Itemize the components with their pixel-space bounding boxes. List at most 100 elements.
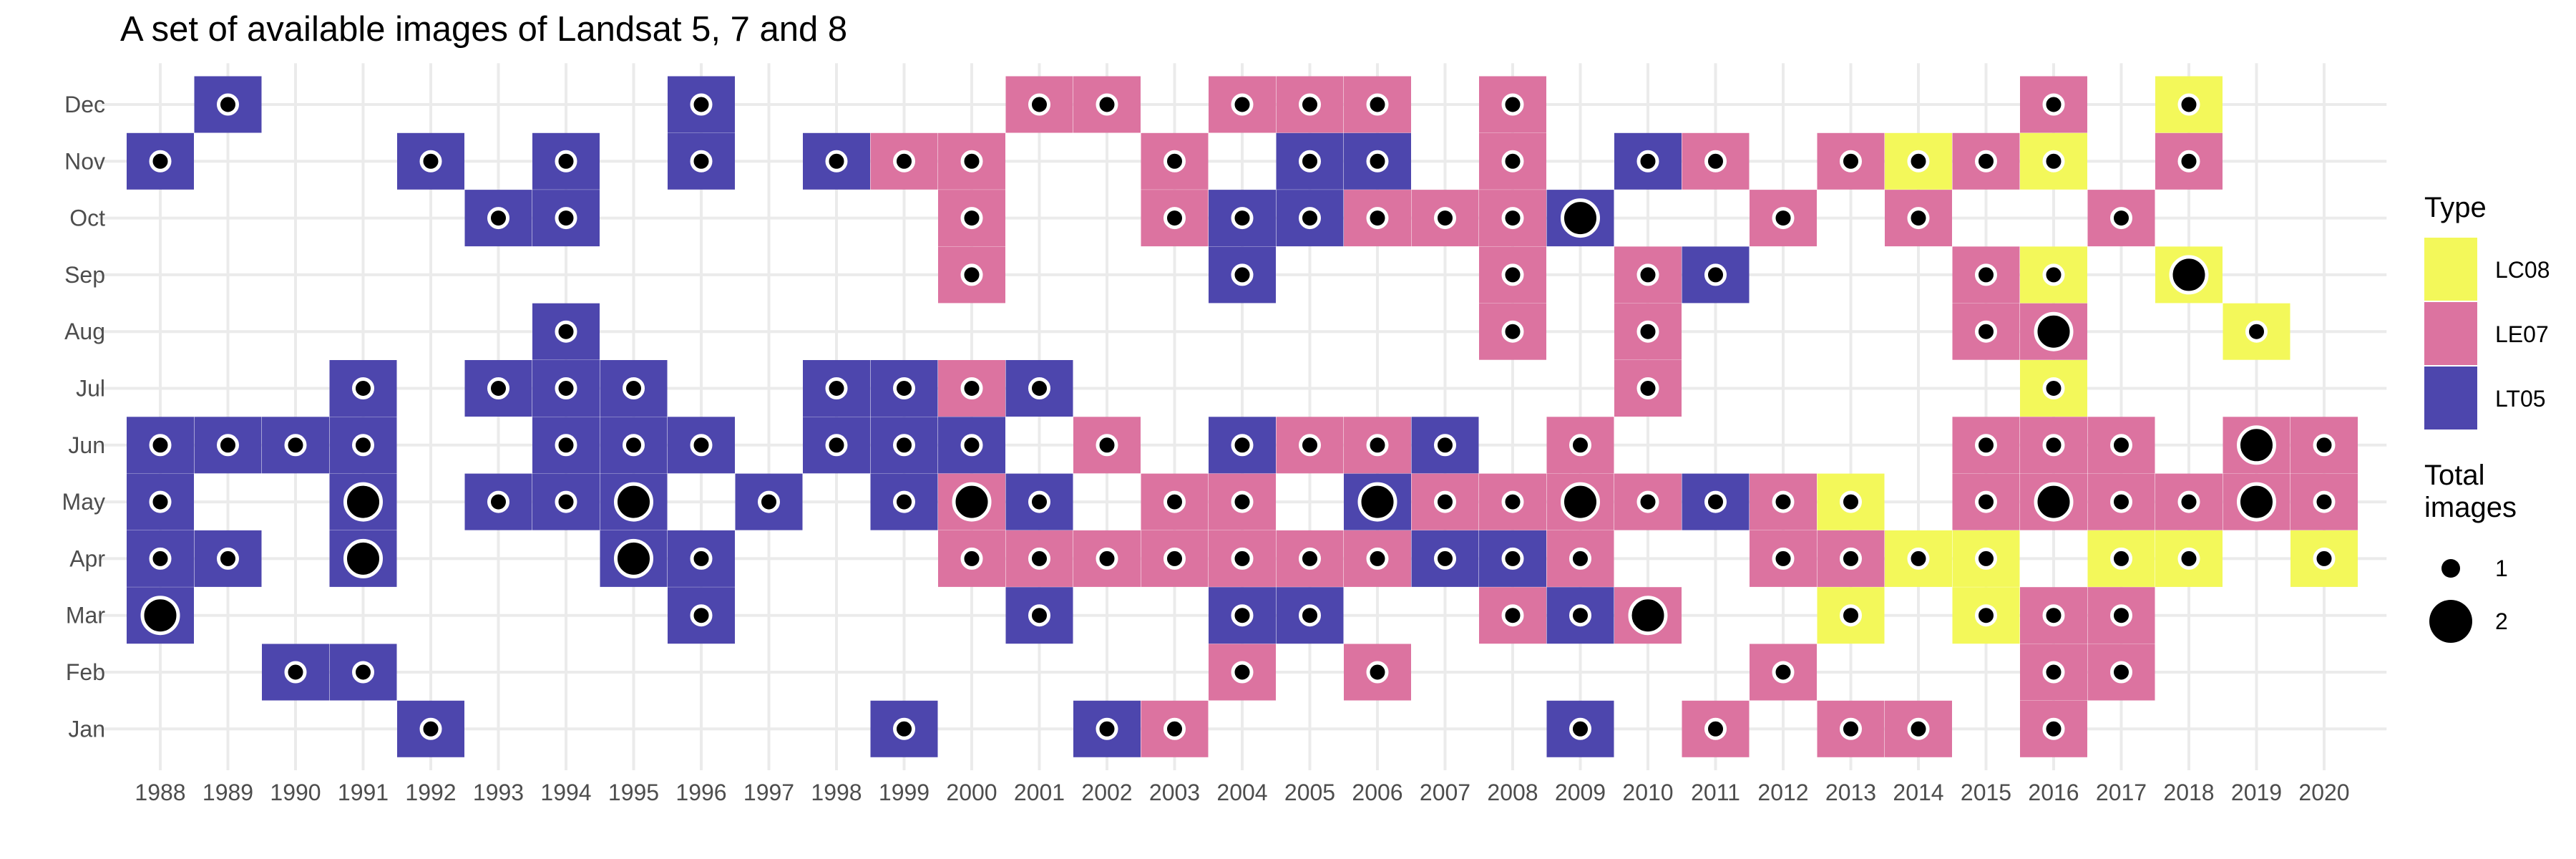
count-point bbox=[1501, 604, 1524, 627]
count-point bbox=[1096, 717, 1118, 740]
count-point bbox=[149, 547, 172, 570]
x-tick-label: 2005 bbox=[1284, 780, 1335, 805]
grid-lines bbox=[97, 63, 2387, 770]
count-point bbox=[2042, 717, 2065, 740]
count-point bbox=[2110, 434, 2132, 457]
count-point bbox=[352, 661, 374, 684]
x-tick-label: 1996 bbox=[675, 780, 726, 805]
count-point bbox=[1163, 547, 1186, 570]
count-point bbox=[893, 490, 915, 513]
legend-size-dot bbox=[2441, 559, 2460, 578]
count-point bbox=[2313, 434, 2336, 457]
count-point bbox=[1704, 717, 1727, 740]
x-tick-label: 2008 bbox=[1487, 780, 1538, 805]
count-point bbox=[690, 434, 713, 457]
y-tick-label: Jun bbox=[68, 432, 105, 458]
count-point bbox=[1569, 547, 1591, 570]
x-tick-label: 2017 bbox=[2096, 780, 2147, 805]
count-point bbox=[555, 207, 577, 230]
count-point bbox=[1299, 434, 1321, 457]
count-point bbox=[1434, 434, 1456, 457]
count-point bbox=[2313, 490, 2336, 513]
x-tick-label: 2013 bbox=[1825, 780, 1876, 805]
count-point bbox=[960, 377, 983, 399]
count-point bbox=[343, 538, 383, 578]
count-point bbox=[419, 717, 442, 740]
legend-fill-title: Type bbox=[2424, 192, 2487, 223]
x-tick-label: 2020 bbox=[2298, 780, 2349, 805]
count-point bbox=[1907, 150, 1930, 173]
count-point bbox=[1636, 150, 1659, 173]
count-point bbox=[2042, 150, 2065, 173]
legend-fill-swatch bbox=[2424, 238, 2477, 301]
x-tick-label: 1995 bbox=[608, 780, 659, 805]
count-point bbox=[2110, 207, 2132, 230]
y-tick-label: Sep bbox=[64, 262, 105, 288]
x-tick-label: 2004 bbox=[1216, 780, 1267, 805]
y-tick-label: Dec bbox=[64, 92, 105, 117]
count-point bbox=[1501, 490, 1524, 513]
count-point bbox=[1501, 93, 1524, 116]
count-point bbox=[1434, 547, 1456, 570]
count-point bbox=[2177, 93, 2200, 116]
count-point bbox=[217, 93, 239, 116]
count-point bbox=[1163, 150, 1186, 173]
count-point bbox=[1501, 320, 1524, 343]
count-point bbox=[1561, 482, 1600, 522]
count-point bbox=[2042, 661, 2065, 684]
legend-size-title-line2: images bbox=[2424, 492, 2517, 523]
x-tick-label: 2010 bbox=[1622, 780, 1673, 805]
count-point bbox=[1501, 263, 1524, 286]
count-point bbox=[893, 377, 915, 399]
count-point bbox=[1231, 434, 1254, 457]
count-point bbox=[2169, 255, 2209, 295]
count-point bbox=[952, 482, 992, 522]
count-point bbox=[1975, 434, 1997, 457]
count-point bbox=[1907, 547, 1930, 570]
x-tick-label: 1997 bbox=[743, 780, 794, 805]
count-point bbox=[1163, 717, 1186, 740]
count-point bbox=[1975, 604, 1997, 627]
count-point bbox=[1772, 547, 1795, 570]
count-point bbox=[217, 434, 239, 457]
count-point bbox=[2177, 547, 2200, 570]
count-point bbox=[1299, 207, 1321, 230]
count-point bbox=[1772, 661, 1795, 684]
x-tick-label: 2014 bbox=[1893, 780, 1943, 805]
count-point bbox=[2237, 425, 2276, 465]
count-points bbox=[140, 93, 2336, 740]
x-tick-label: 1991 bbox=[338, 780, 389, 805]
count-point bbox=[758, 490, 780, 513]
count-point bbox=[1907, 717, 1930, 740]
count-point bbox=[623, 377, 645, 399]
count-point bbox=[2042, 434, 2065, 457]
count-point bbox=[555, 150, 577, 173]
count-point bbox=[1975, 320, 1997, 343]
y-tick-label: Apr bbox=[69, 545, 105, 571]
count-point bbox=[1561, 198, 1600, 238]
count-point bbox=[1975, 150, 1997, 173]
count-point bbox=[1357, 482, 1397, 522]
count-point bbox=[2177, 490, 2200, 513]
count-point bbox=[1840, 717, 1862, 740]
count-point bbox=[1840, 604, 1862, 627]
x-tick-label: 1989 bbox=[203, 780, 253, 805]
count-point bbox=[149, 490, 172, 513]
count-point bbox=[2110, 547, 2132, 570]
count-point bbox=[419, 150, 442, 173]
legend-fill-label: LT05 bbox=[2495, 386, 2546, 412]
count-point bbox=[1975, 490, 1997, 513]
count-point bbox=[2042, 93, 2065, 116]
count-point bbox=[1096, 434, 1118, 457]
count-point bbox=[960, 207, 983, 230]
count-point bbox=[284, 661, 307, 684]
count-point bbox=[1501, 547, 1524, 570]
count-point bbox=[1299, 604, 1321, 627]
count-point bbox=[140, 596, 180, 636]
count-point bbox=[1366, 93, 1389, 116]
count-point bbox=[1907, 207, 1930, 230]
x-tick-label: 2015 bbox=[1961, 780, 2011, 805]
count-point bbox=[2042, 263, 2065, 286]
